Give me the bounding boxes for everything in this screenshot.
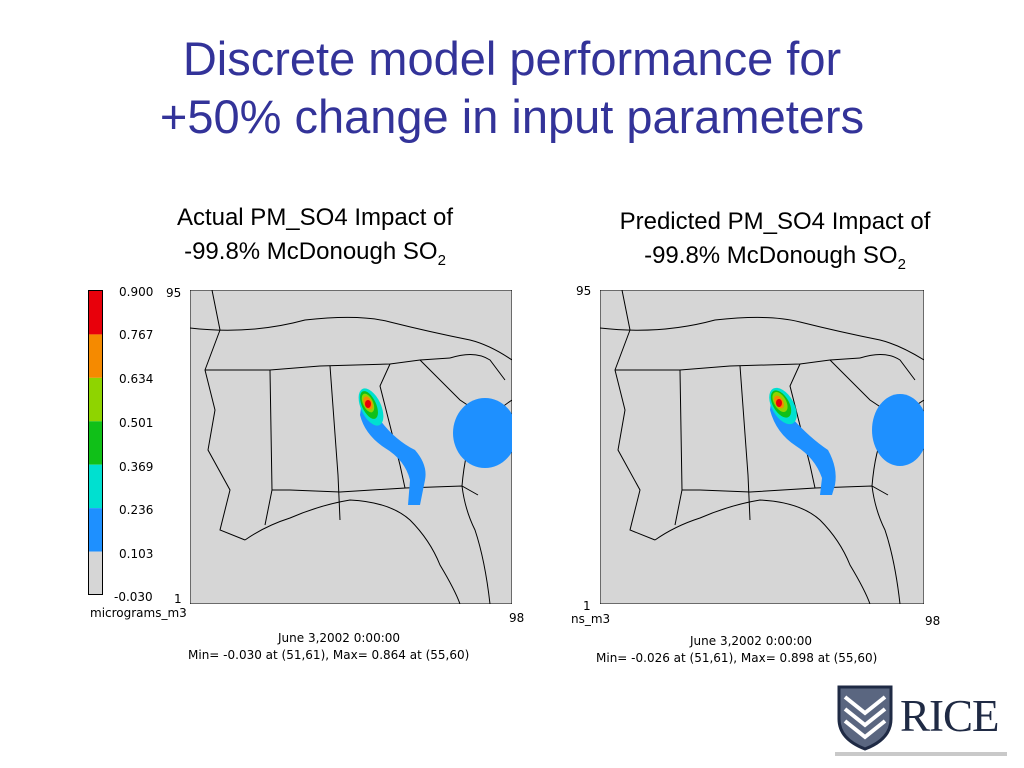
right-units-label: ns_m3 <box>571 612 611 626</box>
plume <box>769 387 924 495</box>
colorbar-label-4: 0.369 <box>119 460 154 474</box>
left-caption-subscript: 2 <box>437 251 446 269</box>
left-date-label: June 3,2002 0:00:00 <box>278 631 401 645</box>
state-border <box>329 365 341 521</box>
colorbar-cell <box>89 334 102 378</box>
right-x-right-label: 98 <box>925 614 941 628</box>
state-border <box>204 290 246 541</box>
coastline <box>244 499 461 604</box>
colorbar-label-5: 0.236 <box>119 503 154 517</box>
colorbar-label-7: -0.030 <box>114 590 153 604</box>
colorbar-cell <box>89 508 102 552</box>
slide-title: Discrete model performance for +50% chan… <box>0 30 1024 146</box>
right-minmax-label: Min= -0.026 at (51,61), Max= 0.898 at (5… <box>596 651 878 665</box>
right-caption-line2: -99.8% McDonough SO <box>644 242 898 269</box>
colorbar-label-2: 0.634 <box>119 372 154 386</box>
colorbar-label-3: 0.501 <box>119 416 154 430</box>
right-date-label: June 3,2002 0:00:00 <box>690 634 813 648</box>
plume <box>358 388 512 505</box>
left-y-bottom-label: 1 <box>174 592 182 606</box>
state-border <box>739 365 751 521</box>
state-border <box>205 357 451 371</box>
rice-shield-logo <box>837 685 893 751</box>
colorbar-cell <box>89 464 102 509</box>
left-x-right-label: 98 <box>509 611 525 625</box>
state-border <box>859 354 916 381</box>
right-caption-line1: Predicted PM_SO4 Impact of <box>619 208 931 235</box>
colorbar-label-6: 0.103 <box>119 547 154 561</box>
colorbar-cell <box>89 377 102 422</box>
rice-logo-text: RICE <box>900 691 1000 741</box>
left-caption-line2: -99.8% McDonough SO <box>184 238 438 265</box>
slide-title-line1: Discrete model performance for <box>182 32 842 85</box>
colorbar <box>88 290 103 595</box>
right-map <box>600 290 924 604</box>
colorbar-cell <box>89 551 102 595</box>
state-border <box>829 359 886 411</box>
state-border <box>190 316 512 361</box>
right-panel-caption: Predicted PM_SO4 Impact of -99.8% McDono… <box>560 205 990 273</box>
right-y-top-label: 95 <box>576 284 592 298</box>
logo-underline <box>835 752 1007 756</box>
colorbar-label-0: 0.900 <box>119 285 154 299</box>
right-caption-subscript: 2 <box>897 255 906 273</box>
left-map <box>190 290 512 604</box>
slide-title-line2: +50% change in input parameters <box>159 90 865 143</box>
state-border <box>600 316 924 361</box>
left-units-label: micrograms_m3 <box>90 606 187 620</box>
state-border <box>615 357 861 371</box>
colorbar-cell <box>89 421 102 465</box>
coastline <box>654 499 871 604</box>
left-minmax-label: Min= -0.030 at (51,61), Max= 0.864 at (5… <box>188 648 470 662</box>
right-y-bottom-label: 1 <box>583 599 591 613</box>
colorbar-label-1: 0.767 <box>119 328 154 342</box>
colorbar-cell <box>89 291 102 335</box>
left-caption-line1: Actual PM_SO4 Impact of <box>176 204 454 231</box>
state-border <box>449 354 506 381</box>
state-border <box>614 290 656 541</box>
left-y-top-label: 95 <box>166 286 182 300</box>
left-panel-caption: Actual PM_SO4 Impact of -99.8% McDonough… <box>110 201 520 269</box>
state-border <box>419 359 476 411</box>
